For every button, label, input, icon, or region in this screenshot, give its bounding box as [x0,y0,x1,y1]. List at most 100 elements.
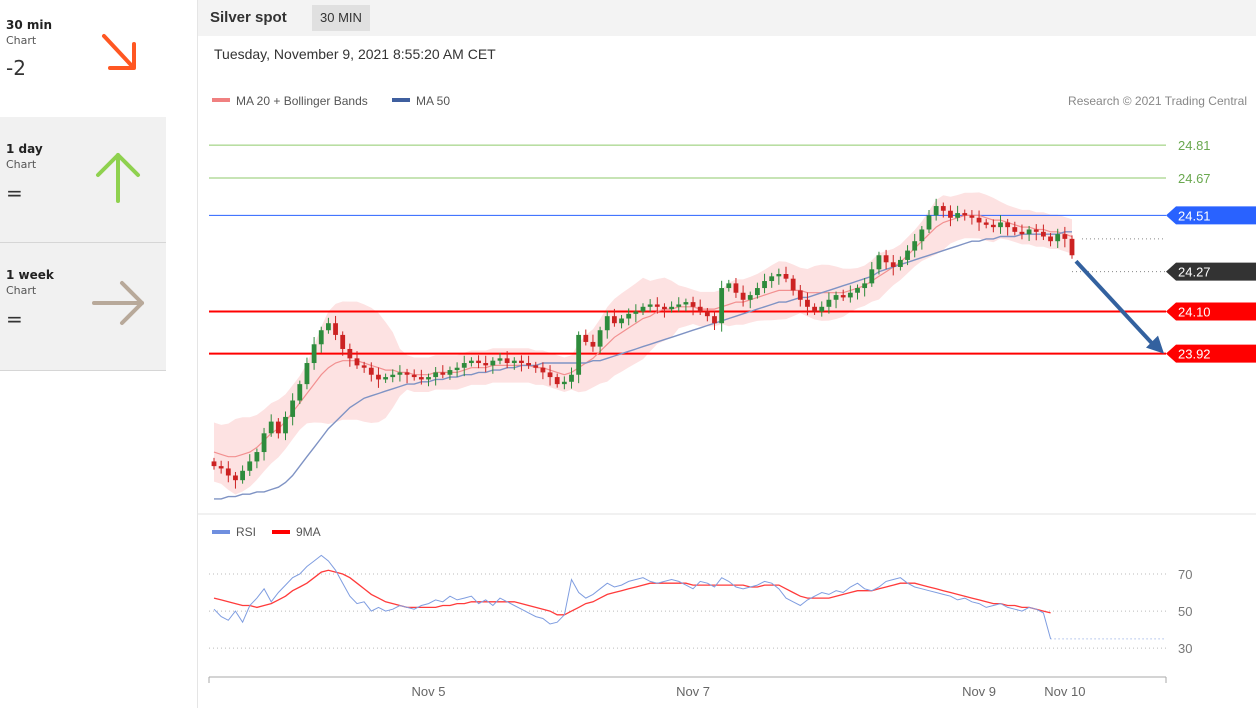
candle-body [218,466,224,469]
x-tick-label: Nov 7 [676,684,710,699]
candle-body [275,421,281,434]
legend-swatch [212,98,230,102]
candle-body [347,348,353,359]
candle-body [254,452,260,462]
candle-body [304,363,310,385]
candle-body [676,304,682,307]
level-label-24.27: 24.27 [1178,265,1211,280]
candle-body [640,306,646,312]
candle-body [933,206,939,216]
candle-body [683,302,689,305]
candle-body [590,341,596,347]
signal-card-1week[interactable]: 1 week Chart = [0,243,166,371]
candle-body [890,262,896,267]
timeframe-button[interactable]: 30 MIN [312,5,370,31]
candle-body [733,283,739,293]
candle-body [712,316,717,324]
candle-body [554,377,560,385]
candle-body [790,278,796,291]
level-label-24.51: 24.51 [1178,208,1211,223]
candle-body [426,377,431,380]
candle-body [1048,236,1053,242]
chart-timestamp: Tuesday, November 9, 2021 8:55:20 AM CET [214,46,496,62]
candle-body [669,306,674,310]
signal-value: = [6,307,23,331]
forecast-arrow [1074,259,1158,350]
candle-body [797,290,803,300]
candle-body [326,323,331,331]
legend-label: MA 50 [416,94,450,108]
level-tag-24.51 [1166,206,1256,225]
candle-body [233,475,238,481]
arrow-down-right-icon [102,34,136,70]
signal-card-1day[interactable]: 1 day Chart = [0,117,166,243]
arrow-up-icon [96,153,140,203]
candle-body [1012,227,1018,232]
candle-body [318,330,324,345]
candle-body [940,206,946,211]
candle-body [662,306,667,310]
level-label-24.10: 24.10 [1178,304,1211,319]
arrow-right-icon [92,281,144,325]
signal-card-30min[interactable]: 30 min Chart -2 [0,0,166,117]
candle-body [983,222,989,225]
x-tick-label: Nov 5 [412,684,446,699]
candle-body [418,377,424,380]
candle-body [740,292,746,300]
candle-body [368,367,374,375]
chart-title: Silver spot [210,9,287,26]
candle-body [511,360,517,364]
candle-body [569,374,574,382]
candle-body [440,372,446,375]
candle-body [576,334,582,375]
candle-body [876,255,882,270]
candle-body [225,468,231,476]
candle-body [290,400,296,417]
level-label-23.92: 23.92 [1178,347,1211,362]
candle-body [762,281,767,289]
candle-body [533,365,539,368]
chart-header: Silver spot 30 MIN [198,0,1256,36]
candle-body [504,358,510,364]
candle-body [1033,229,1039,232]
candle-body [847,292,853,298]
candle-body [776,274,782,277]
candle-body [998,222,1003,228]
candle-body [948,210,953,218]
candle-body [397,372,403,375]
candle-body [869,269,875,284]
candle-body [469,360,474,364]
candle-body [361,365,367,368]
bollinger-band [214,192,1072,495]
candle-body [826,299,832,307]
candle-body [898,259,903,267]
candle-body [297,384,303,401]
candle-body [211,461,217,467]
candle-body [833,295,839,300]
candle-body [261,433,267,453]
candle-body [840,295,846,298]
candle-body [490,360,496,366]
candle-body [612,316,617,324]
candle-body [404,372,410,375]
candle-body [819,306,825,312]
candle-body [526,363,531,366]
candle-body [240,470,245,481]
signal-value: -2 [6,56,26,80]
level-tag-23.92 [1166,344,1256,363]
candle-body [454,367,460,371]
candle-body [1055,234,1061,242]
candle-body [969,215,975,218]
candle-body [561,381,567,385]
candle-body [597,330,603,347]
signal-value: = [6,181,23,205]
x-tick-label: Nov 10 [1044,684,1085,699]
candle-body [483,363,489,366]
rsi-legend-label: RSI [236,525,256,539]
level-tag-24.27 [1166,262,1256,281]
candle-body [812,306,817,312]
candle-body [726,283,732,289]
candle-body [654,304,660,307]
candle-body [476,360,481,364]
